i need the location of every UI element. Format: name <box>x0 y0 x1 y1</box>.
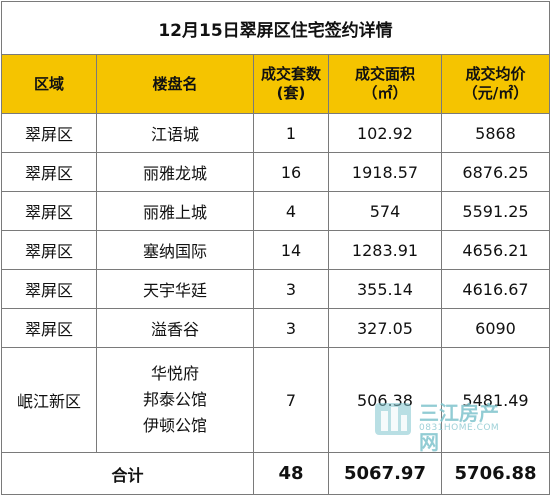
table-row: 翠屏区 溢香谷 3 327.05 6090 <box>1 308 550 348</box>
area-cell: 1283.91 <box>328 230 442 270</box>
total-row: 合计 48 5067.97 5706.88 <box>1 452 550 495</box>
price-cell: 5481.49 <box>440 347 550 453</box>
header-price: 成交均价 （元/㎡） <box>440 54 550 114</box>
region-cell: 岷江新区 <box>1 347 97 453</box>
region-cell: 翠屏区 <box>1 152 97 192</box>
units-cell: 3 <box>253 308 329 348</box>
units-cell: 16 <box>253 152 329 192</box>
project-name: 华悦府 <box>150 364 199 383</box>
header-area-label: 成交面积 <box>354 65 415 83</box>
header-project: 楼盘名 <box>96 54 254 114</box>
header-region: 区域 <box>1 54 97 114</box>
header-area-unit: （㎡） <box>362 84 408 102</box>
table-row: 岷江新区 华悦府 邦泰公馆 伊顿公馆 7 506.38 5481.49 <box>1 347 550 453</box>
header-price-unit: （元/㎡） <box>462 84 529 102</box>
total-price: 5706.88 <box>440 452 550 495</box>
table-row: 翠屏区 江语城 1 102.92 5868 <box>1 113 550 153</box>
area-cell: 1918.57 <box>328 152 442 192</box>
price-cell: 6090 <box>440 308 550 348</box>
header-units-unit: (套) <box>276 84 306 102</box>
project-cell: 丽雅龙城 <box>96 152 254 192</box>
units-cell: 4 <box>253 191 329 231</box>
project-cell: 江语城 <box>96 113 254 153</box>
region-cell: 翠屏区 <box>1 230 97 270</box>
price-cell: 5591.25 <box>440 191 550 231</box>
region-cell: 翠屏区 <box>1 269 97 309</box>
total-label: 合计 <box>1 452 254 495</box>
project-cell: 塞纳国际 <box>96 230 254 270</box>
price-cell: 4656.21 <box>440 230 550 270</box>
title-row: 12月15日翠屏区住宅签约详情 <box>0 1 550 55</box>
table-row: 翠屏区 丽雅龙城 16 1918.57 6876.25 <box>1 152 550 192</box>
project-cell: 溢香谷 <box>96 308 254 348</box>
units-cell: 1 <box>253 113 329 153</box>
region-cell: 翠屏区 <box>1 191 97 231</box>
price-cell: 4616.67 <box>440 269 550 309</box>
units-cell: 7 <box>253 347 329 453</box>
total-units: 48 <box>253 452 329 495</box>
project-cell: 华悦府 邦泰公馆 伊顿公馆 <box>96 347 254 453</box>
area-cell: 327.05 <box>328 308 442 348</box>
area-cell: 506.38 <box>328 347 442 453</box>
project-cell: 天宇华廷 <box>96 269 254 309</box>
header-row: 区域 楼盘名 成交套数 (套) 成交面积 （㎡） 成交均价 （元/㎡） <box>1 54 550 114</box>
region-cell: 翠屏区 <box>1 113 97 153</box>
units-cell: 3 <box>253 269 329 309</box>
table-title: 12月15日翠屏区住宅签约详情 <box>0 1 550 55</box>
units-cell: 14 <box>253 230 329 270</box>
area-cell: 574 <box>328 191 442 231</box>
table-row: 翠屏区 天宇华廷 3 355.14 4616.67 <box>1 269 550 309</box>
area-cell: 355.14 <box>328 269 442 309</box>
project-name: 伊顿公馆 <box>142 416 207 435</box>
project-name: 邦泰公馆 <box>142 390 207 409</box>
header-area: 成交面积 （㎡） <box>328 54 442 114</box>
region-cell: 翠屏区 <box>1 308 97 348</box>
header-units-label: 成交套数 <box>260 65 321 83</box>
header-price-label: 成交均价 <box>465 65 526 83</box>
table-row: 翠屏区 塞纳国际 14 1283.91 4656.21 <box>1 230 550 270</box>
price-cell: 5868 <box>440 113 550 153</box>
area-cell: 102.92 <box>328 113 442 153</box>
project-cell: 丽雅上城 <box>96 191 254 231</box>
header-units: 成交套数 (套) <box>253 54 329 114</box>
table-row: 翠屏区 丽雅上城 4 574 5591.25 <box>1 191 550 231</box>
price-cell: 6876.25 <box>440 152 550 192</box>
total-area: 5067.97 <box>328 452 442 495</box>
